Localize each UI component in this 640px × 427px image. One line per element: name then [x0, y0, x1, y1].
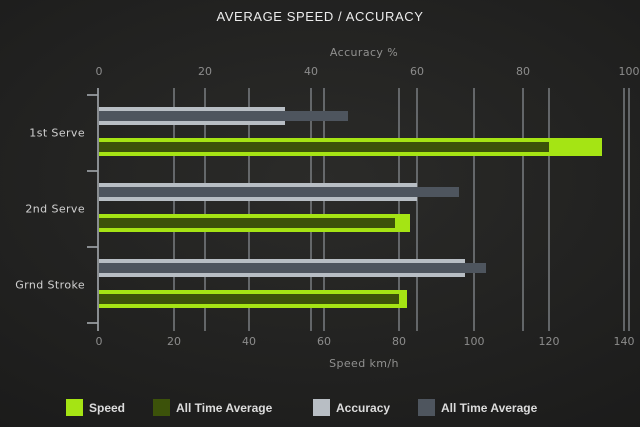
gridline-accuracy-20: [204, 88, 206, 331]
legend-item[interactable]: Accuracy: [313, 399, 390, 416]
tick-label-top: 40: [304, 65, 318, 78]
category-label: 2nd Serve: [25, 202, 85, 216]
bar-speed-average: [99, 142, 549, 152]
legend: Speed All Time Average Accuracy All Time Av…: [0, 399, 640, 419]
plot-area: 0 20 40 60 80 100 0 20 40 60 80 100 120 140 1st Serve 2…: [15, 65, 639, 348]
y-axis-tick: [87, 246, 98, 248]
gridline-speed-140: [623, 88, 625, 331]
legend-item[interactable]: Speed: [66, 399, 125, 416]
tick-label-bottom: 40: [242, 335, 256, 348]
legend-label: All Time Average: [441, 400, 538, 415]
tick-label-bottom: 20: [167, 335, 181, 348]
tick-label-top: 0: [95, 65, 103, 78]
bar-accuracy-average: [99, 187, 460, 197]
gridline-speed-40: [248, 88, 250, 331]
tick-label-bottom: 0: [95, 335, 103, 348]
tick-label-bottom: 100: [463, 335, 485, 348]
gridline-speed-120: [548, 88, 550, 331]
legend-swatch-icon: [313, 399, 330, 416]
bar-accuracy-average: [99, 263, 486, 273]
bar-accuracy-average: [99, 111, 349, 121]
tick-label-top: 20: [198, 65, 212, 78]
gridline-speed-20: [173, 88, 175, 331]
bottom-axis-title: Speed km/h: [329, 357, 399, 370]
gridline-accuracy-60: [416, 88, 418, 331]
tick-label-top: 80: [516, 65, 530, 78]
legend-swatch-icon: [418, 399, 435, 416]
bar-speed-average: [99, 218, 396, 228]
legend-swatch-icon: [153, 399, 170, 416]
tick-label-bottom: 140: [613, 335, 635, 348]
gridline-accuracy-80: [522, 88, 524, 331]
tick-label-top: 100: [618, 65, 640, 78]
tick-label-bottom: 80: [392, 335, 406, 348]
bar-speed-average: [99, 294, 399, 304]
tick-label-bottom: 60: [317, 335, 331, 348]
y-axis-tick: [87, 322, 98, 324]
gridline-speed-60: [323, 88, 325, 331]
legend-label: Accuracy: [336, 400, 391, 415]
y-axis-tick: [87, 170, 98, 172]
legend-label: All Time Average: [176, 400, 273, 415]
y-axis-tick: [87, 94, 98, 96]
legend-item[interactable]: All Time Average: [153, 399, 272, 416]
category-label: 1st Serve: [29, 126, 85, 140]
tick-label-bottom: 120: [538, 335, 560, 348]
y-axis-line: [97, 88, 99, 331]
legend-item[interactable]: All Time Average: [418, 399, 537, 416]
gridline-accuracy-100: [628, 88, 630, 331]
gridline-speed-80: [398, 88, 400, 331]
gridline-accuracy-40: [310, 88, 312, 331]
gridline-speed-100: [473, 88, 475, 331]
legend-swatch-icon: [66, 399, 83, 416]
legend-label: Speed: [89, 400, 126, 415]
top-axis-title: Accuracy %: [329, 46, 399, 59]
category-label: Grnd Stroke: [15, 278, 85, 292]
tick-label-top: 60: [410, 65, 424, 78]
chart-title: AVERAGE SPEED / ACCURACY: [216, 9, 424, 24]
